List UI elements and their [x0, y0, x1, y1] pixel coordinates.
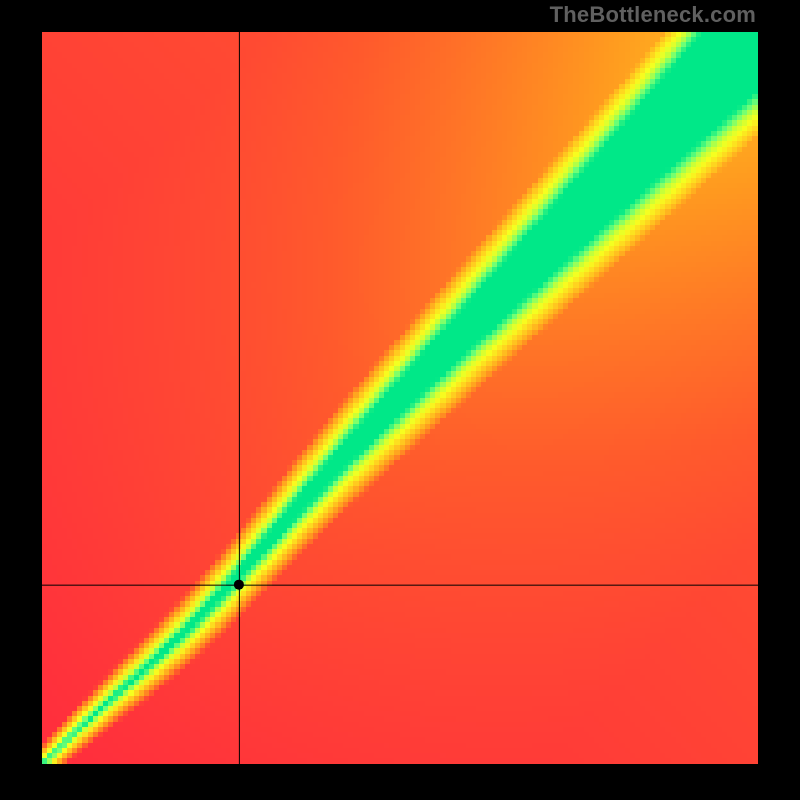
watermark-text: TheBottleneck.com	[550, 2, 756, 28]
chart-frame: { "watermark": { "text": "TheBottleneck.…	[0, 0, 800, 800]
bottleneck-heatmap	[42, 32, 758, 764]
